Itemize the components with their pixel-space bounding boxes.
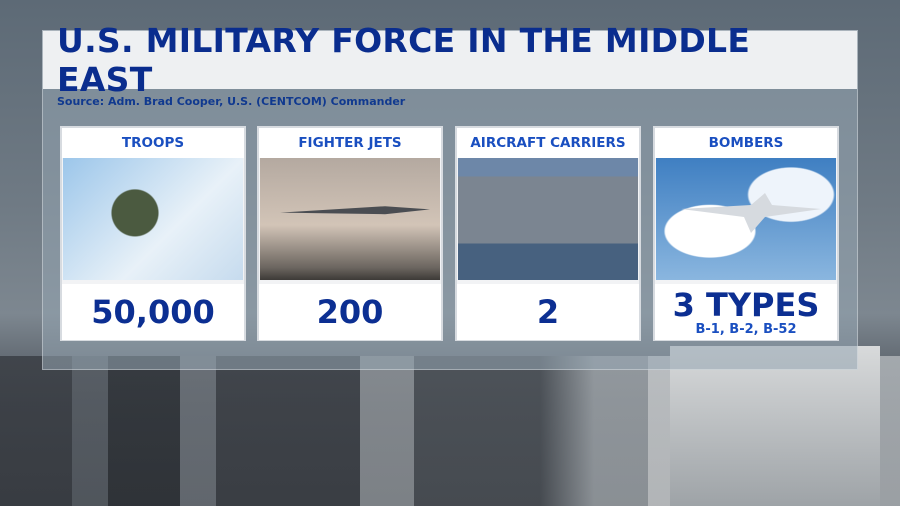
card-value: 3 TYPES [672,285,820,324]
card-value: 2 [536,293,560,331]
page-title: U.S. MILITARY FORCE IN THE MIDDLE EAST [57,21,751,99]
graphic-panel: U.S. MILITARY FORCE IN THE MIDDLE EAST S… [42,21,858,370]
fighter-pilot-photo [63,158,243,280]
card-value: 50,000 [91,293,215,331]
fighter-jet-photo [260,158,440,280]
building-background [670,346,880,506]
card-aircraft-carriers: AIRCRAFT CARRIERS 2 [455,126,641,341]
card-label: AIRCRAFT CARRIERS [457,128,639,158]
card-fighter-jets: FIGHTER JETS 200 [257,126,443,341]
card-label: TROOPS [62,128,244,158]
card-troops: TROOPS 50,000 [60,126,246,341]
source-text: Source: Adm. Brad Cooper, U.S. (CENTCOM)… [57,95,406,108]
title-bar: U.S. MILITARY FORCE IN THE MIDDLE EAST [43,21,857,99]
aircraft-carrier-photo [458,158,638,280]
card-label: FIGHTER JETS [259,128,441,158]
bomber-photo [656,158,836,280]
card-label: BOMBERS [655,128,837,158]
card-detail: B-1, B-2, B-52 [695,321,797,337]
card-bombers: BOMBERS 3 TYPES B-1, B-2, B-52 [653,126,839,341]
card-value: 200 [316,293,384,331]
